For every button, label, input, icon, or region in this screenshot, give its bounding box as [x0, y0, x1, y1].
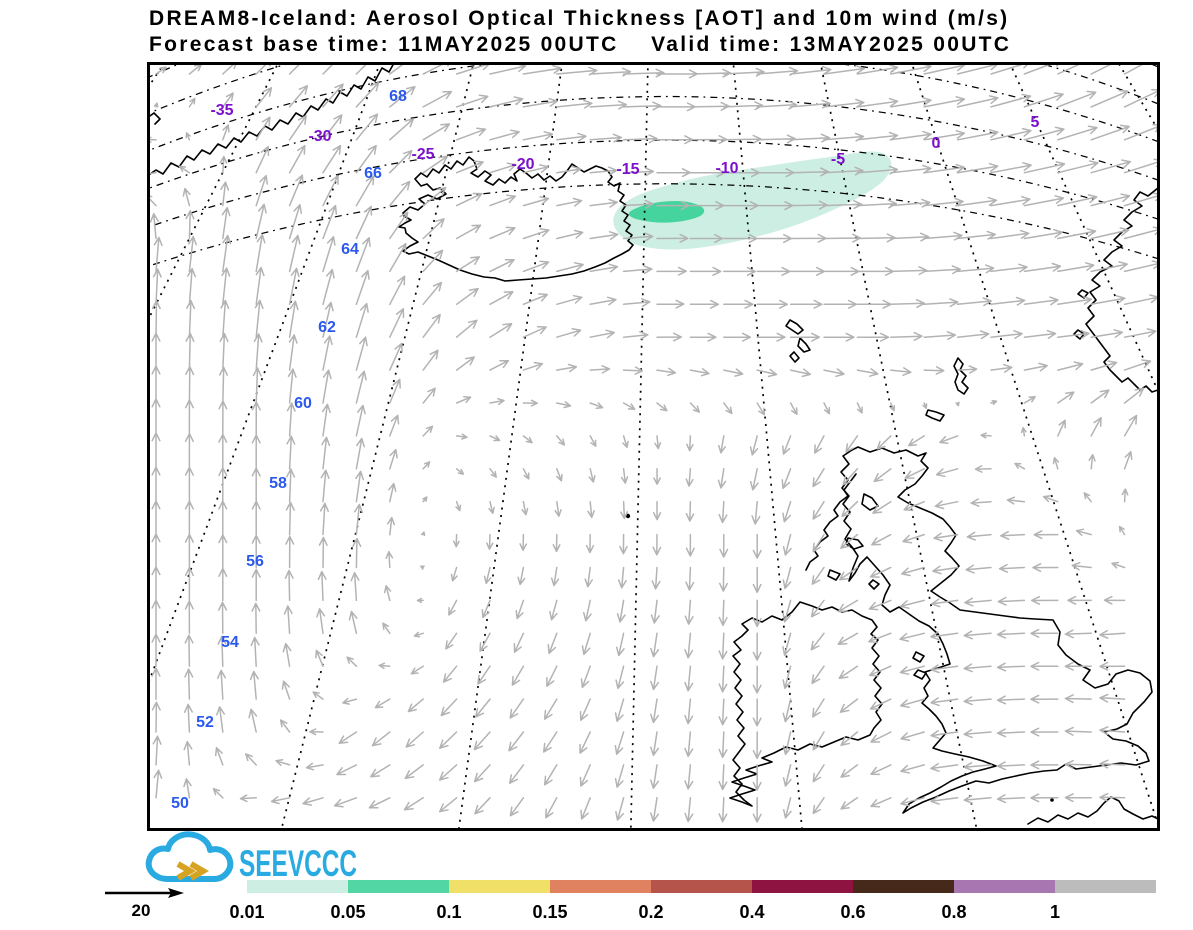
- wind-arrows: [150, 65, 1157, 823]
- legend-segment-4: [651, 880, 752, 893]
- legend-value-0.05: 0.05: [330, 902, 365, 922]
- meridian--45: [0, 0, 193, 594]
- channel-islet: [1050, 798, 1054, 802]
- legend-segment-1: [348, 880, 449, 893]
- coastline-arran: [868, 579, 880, 590]
- parallel-48: [150, 183, 1157, 267]
- legend-segment-8: [1055, 880, 1156, 893]
- coastline-faroe-2: [797, 337, 811, 353]
- lat-label-58: 58: [269, 475, 287, 492]
- lat-label-62: 62: [318, 319, 336, 336]
- lon-label--20: -20: [511, 156, 534, 173]
- chart-header: DREAM8-Iceland: Aerosol Optical Thicknes…: [149, 6, 1189, 58]
- lon-label--35: -35: [210, 102, 233, 119]
- cloud-icon: [145, 831, 234, 882]
- lat-label-54: 54: [221, 634, 239, 651]
- lat-label-60: 60: [294, 395, 312, 412]
- coastline-islay: [827, 569, 841, 581]
- legend-value-0.4: 0.4: [739, 902, 764, 922]
- lat-label-52: 52: [196, 714, 214, 731]
- wind-reference-value: 20: [132, 901, 151, 920]
- lon-label-5: 5: [1031, 114, 1040, 131]
- aot-field-layer: [613, 151, 892, 250]
- lon-label--25: -25: [411, 146, 434, 163]
- lat-label-64: 64: [341, 241, 359, 258]
- legend-segment-0: [247, 880, 348, 893]
- coastline-greenland-coast: [150, 65, 394, 175]
- wind-reference-arrow: 20: [105, 888, 184, 920]
- lon-label--15: -15: [616, 161, 639, 178]
- lat-label-68: 68: [389, 88, 407, 105]
- legend-value-0.6: 0.6: [840, 902, 865, 922]
- legend-value-0.8: 0.8: [941, 902, 966, 922]
- chart-title: DREAM8-Iceland: Aerosol Optical Thicknes…: [149, 7, 1010, 30]
- rockall-islet: [625, 513, 631, 519]
- coastline-france-coast: [1027, 796, 1157, 825]
- meridian--30: [150, 65, 381, 682]
- coastline-isle-of-man: [912, 651, 925, 663]
- logo-arrow-icon: [176, 861, 209, 881]
- lat-label-56: 56: [246, 553, 264, 570]
- legend-value-0.2: 0.2: [638, 902, 663, 922]
- coastline-norway-coast: [1085, 187, 1157, 393]
- coastline-anglesey: [913, 669, 927, 680]
- legend-segment-3: [550, 880, 651, 893]
- coastline-orkney: [925, 409, 945, 422]
- map-frame: [147, 62, 1160, 831]
- lon-label--10: -10: [715, 160, 738, 177]
- legend-segment-7: [954, 880, 1055, 893]
- lon-label--5: -5: [831, 151, 845, 168]
- chart-subtitle: Forecast base time: 11MAY2025 00UTC Vali…: [149, 33, 1012, 56]
- seevccc-logo: SEEVCCC: [145, 831, 357, 884]
- logo-text: SEEVCCC: [239, 843, 357, 884]
- color-legend: 0.01 0.05 0.1 0.15 0.2 0.4 0.6 0.8 1: [229, 880, 1156, 922]
- parallel-52: [150, 96, 1157, 189]
- lat-label-66: 66: [364, 165, 382, 182]
- coastlines-layer: [150, 65, 1157, 825]
- lat-label-50: 50: [171, 795, 189, 812]
- coastline-skye: [861, 493, 879, 511]
- wind-field-layer: [150, 65, 1157, 823]
- coastline-faroe-1: [785, 319, 804, 335]
- legend-segment-2: [449, 880, 550, 893]
- legend-value-0.15: 0.15: [532, 902, 567, 922]
- coastline-faroe-3: [789, 351, 800, 363]
- coastline-outer-hebrides: [805, 473, 857, 571]
- legend-value-0.1: 0.1: [436, 902, 461, 922]
- legend-segment-6: [853, 880, 954, 893]
- coastline-greenland-islet: [150, 112, 161, 125]
- parallel-50: [150, 139, 1157, 228]
- coastline-norway-islet-1: [1077, 289, 1089, 299]
- coastline-shetland: [953, 357, 969, 395]
- lon-label-0: 0: [932, 135, 941, 152]
- legend-value-0.01: 0.01: [229, 902, 264, 922]
- legend-segment-5: [752, 880, 853, 893]
- aot-patch-0.01: [613, 151, 892, 250]
- coastline-ireland: [729, 601, 883, 807]
- lon-label--30: -30: [308, 128, 331, 145]
- coastline-norway-islet-2: [1073, 329, 1085, 340]
- legend-value-1: 1: [1050, 902, 1060, 922]
- coastline-iceland: [398, 156, 634, 282]
- coastline-great-britain: [840, 446, 1153, 814]
